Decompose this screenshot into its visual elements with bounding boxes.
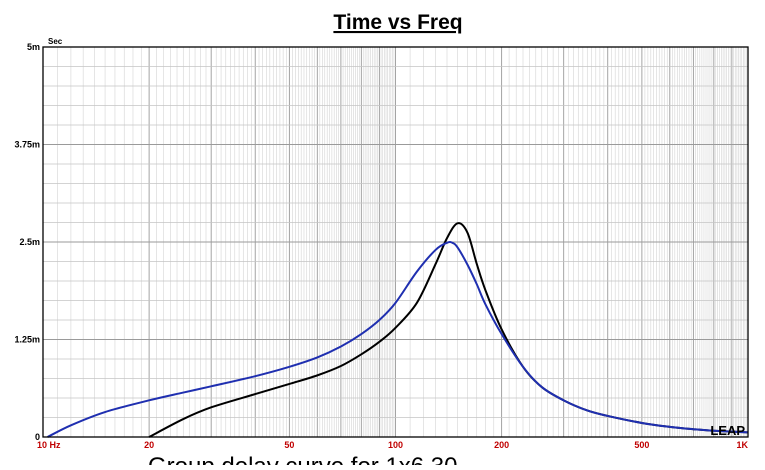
series-line-2: [47, 241, 749, 438]
x-tick-label: 10 Hz: [37, 440, 61, 450]
x-tick-label: 1K: [736, 440, 748, 450]
leap-watermark: LEAP: [710, 423, 745, 438]
y-tick-label: 5m: [27, 42, 40, 52]
x-tick-label: 50: [284, 440, 294, 450]
y-tick-label: 1.25m: [14, 335, 40, 345]
chart-caption: Group delay curve for 1x6.30: [148, 453, 458, 465]
y-tick-label: 0: [35, 432, 40, 442]
x-tick-labels: 10 Hz 20 50 100 200 500 1K: [37, 440, 748, 450]
chart-title: Time vs Freq: [333, 11, 462, 34]
x-tick-label: 20: [144, 440, 154, 450]
x-tick-label: 200: [494, 440, 509, 450]
x-tick-label: 100: [388, 440, 403, 450]
series-layer: [47, 222, 749, 438]
grid: [43, 47, 748, 437]
x-tick-label: 500: [634, 440, 649, 450]
plot-frame: [42, 46, 749, 438]
y-tick-label: 3.75m: [14, 140, 40, 150]
y-axis-unit: Sec: [48, 37, 63, 46]
y-tick-labels: 0 1.25m 2.5m 3.75m 5m: [14, 42, 40, 442]
y-tick-label: 2.5m: [19, 237, 40, 247]
